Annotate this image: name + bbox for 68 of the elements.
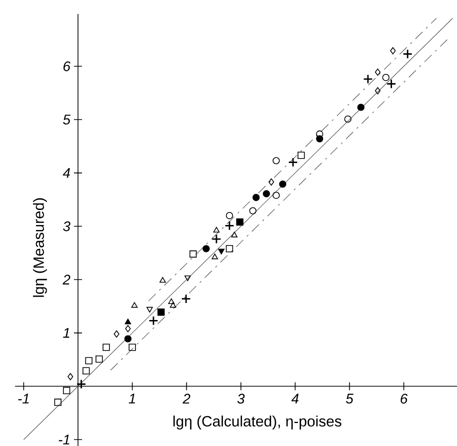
x-tick-label: 1 bbox=[128, 394, 135, 404]
y-tick-label: -1 bbox=[58, 434, 70, 444]
point bbox=[288, 157, 298, 168]
point bbox=[76, 379, 86, 390]
point bbox=[224, 220, 234, 231]
x-tick-label: 2 bbox=[182, 394, 190, 404]
point bbox=[226, 245, 234, 252]
point bbox=[148, 316, 158, 326]
y-tick-label: 1 bbox=[63, 328, 70, 338]
point bbox=[382, 74, 390, 82]
point bbox=[114, 330, 120, 338]
point bbox=[249, 207, 256, 214]
point bbox=[131, 302, 138, 308]
point bbox=[181, 294, 191, 304]
point bbox=[102, 344, 110, 351]
point bbox=[157, 308, 165, 316]
y-tick-label: 6 bbox=[63, 61, 70, 72]
y-tick-label: 3 bbox=[63, 221, 70, 232]
point bbox=[170, 302, 176, 308]
point bbox=[402, 49, 412, 59]
point bbox=[184, 275, 191, 282]
point bbox=[298, 152, 305, 159]
point bbox=[374, 68, 381, 76]
point bbox=[344, 115, 352, 123]
point bbox=[168, 298, 175, 304]
point bbox=[386, 78, 396, 89]
point bbox=[262, 190, 270, 198]
point bbox=[279, 180, 286, 188]
point bbox=[68, 373, 74, 380]
point bbox=[272, 192, 280, 199]
point bbox=[226, 212, 234, 220]
point bbox=[316, 135, 324, 142]
point bbox=[160, 277, 166, 283]
point bbox=[212, 234, 222, 244]
point bbox=[252, 194, 260, 202]
point bbox=[62, 386, 70, 394]
point bbox=[124, 318, 132, 324]
y-tick-label: 5 bbox=[63, 114, 71, 124]
point bbox=[218, 248, 225, 254]
x-tick-label: 3 bbox=[237, 394, 245, 404]
point bbox=[213, 226, 220, 233]
y-tick-label: 2 bbox=[62, 274, 70, 284]
point bbox=[212, 254, 218, 260]
point bbox=[357, 104, 364, 111]
x-axis-title: lgη (Calculated), η-poises bbox=[173, 416, 342, 430]
point bbox=[363, 74, 373, 84]
point bbox=[124, 335, 132, 342]
point bbox=[54, 398, 62, 406]
point bbox=[390, 47, 396, 54]
x-tick-label: -1 bbox=[18, 394, 29, 404]
point bbox=[236, 218, 244, 226]
y-axis-title: lgη (Measured) bbox=[33, 198, 47, 297]
point bbox=[231, 232, 238, 238]
point bbox=[190, 250, 197, 258]
point bbox=[202, 245, 210, 252]
x-tick-label: 5 bbox=[346, 394, 354, 404]
point bbox=[85, 357, 92, 364]
point bbox=[268, 178, 274, 186]
x-tick-label: 6 bbox=[400, 394, 408, 404]
point bbox=[128, 344, 136, 351]
x-tick-label: 4 bbox=[291, 394, 299, 404]
point bbox=[374, 87, 381, 94]
y-tick-label: 4 bbox=[62, 168, 70, 178]
point bbox=[125, 325, 131, 332]
point bbox=[82, 367, 90, 374]
point bbox=[146, 306, 153, 313]
point bbox=[272, 157, 280, 164]
point bbox=[96, 355, 103, 363]
